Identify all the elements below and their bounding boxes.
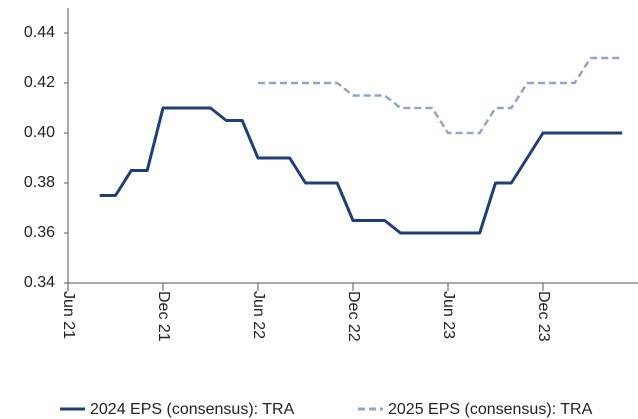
series-line <box>99 106 623 235</box>
x-tick-label: Jun 21 <box>60 291 77 339</box>
legend-label: 2024 EPS (consensus): TRA <box>90 401 295 418</box>
y-tick-label: 0.34 <box>24 274 55 291</box>
x-tick-label: Dec 21 <box>155 291 172 342</box>
y-tick-label: 0.42 <box>24 74 55 91</box>
series-line <box>258 56 623 135</box>
x-tick-label: Jun 23 <box>440 291 457 339</box>
y-tick-label: 0.38 <box>24 174 55 191</box>
y-tick-label: 0.40 <box>24 124 55 141</box>
y-tick-label: 0.44 <box>24 24 55 41</box>
x-tick-label: Dec 22 <box>345 291 362 342</box>
y-tick-label: 0.36 <box>24 224 55 241</box>
legend-label: 2025 EPS (consensus): TRA <box>388 401 593 418</box>
x-tick-label: Jun 22 <box>250 291 267 339</box>
x-tick-label: Dec 23 <box>535 291 552 342</box>
